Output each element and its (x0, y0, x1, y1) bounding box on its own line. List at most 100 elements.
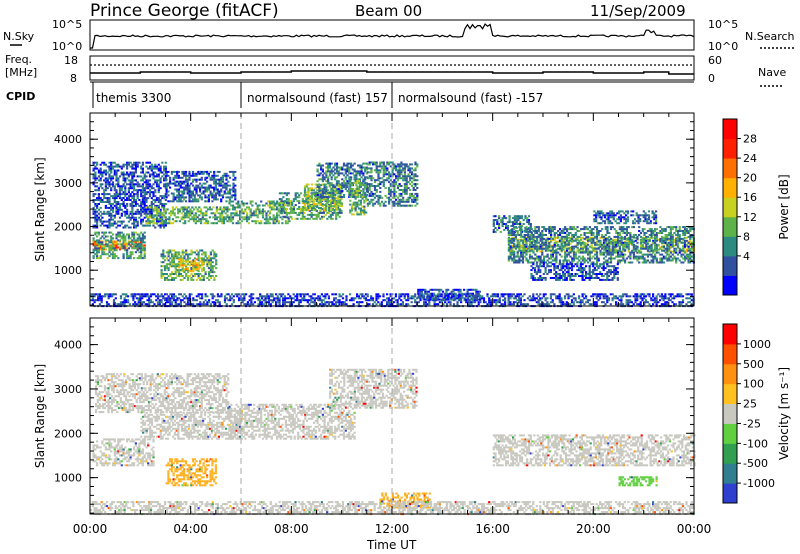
heatmap-cell (537, 245, 540, 248)
heatmap-cell (377, 200, 380, 203)
heatmap-cell (167, 194, 170, 197)
heatmap-cell (393, 185, 396, 187)
heatmap-cell (608, 245, 611, 248)
heatmap-cell (344, 182, 347, 185)
heatmap-cell (92, 226, 95, 229)
heatmap-cell (165, 182, 168, 185)
heatmap-cell (523, 243, 526, 246)
heatmap-cell (141, 247, 144, 250)
heatmap-cell (122, 233, 125, 236)
heatmap-cell (496, 221, 499, 224)
heatmap-cell (351, 189, 354, 192)
heatmap-cell (163, 185, 166, 188)
heatmap-cell (213, 174, 216, 177)
heatmap-cell (590, 257, 593, 260)
heatmap-cell (528, 242, 532, 245)
heatmap-cell (192, 251, 195, 254)
heatmap-cell (148, 206, 152, 209)
heatmap-cell (654, 230, 657, 232)
heatmap-cell (126, 165, 129, 168)
heatmap-cell (348, 172, 351, 175)
heatmap-cell (291, 202, 294, 205)
heatmap-cell (183, 182, 186, 185)
heatmap-cell (654, 234, 657, 236)
heatmap-cell (131, 214, 134, 217)
heatmap-cell (618, 236, 621, 239)
heatmap-cell (104, 201, 107, 203)
heatmap-cell (332, 186, 335, 189)
heatmap-cell (555, 249, 558, 252)
heatmap-cell (133, 240, 136, 243)
heatmap-cell (172, 196, 175, 199)
heatmap-cell (122, 235, 125, 238)
heatmap-cell (320, 178, 323, 181)
heatmap-cell (131, 181, 134, 184)
heatmap-cell (595, 251, 599, 254)
heatmap-cell (120, 214, 123, 217)
heatmap-cell (183, 172, 186, 175)
heatmap-cell (189, 212, 192, 215)
heatmap-cell (211, 196, 214, 199)
heatmap-cell (268, 222, 272, 225)
heatmap-cell (323, 172, 326, 175)
heatmap-cell (330, 192, 333, 194)
heatmap-cell (194, 206, 197, 209)
heatmap-cell (311, 205, 314, 208)
heatmap-cell (110, 204, 113, 207)
heatmap-cell (129, 171, 132, 174)
heatmap-cell (134, 239, 137, 242)
heatmap-cell (518, 240, 521, 243)
heatmap-cell (161, 161, 164, 164)
heatmap-cell (163, 208, 166, 211)
heatmap-cell (344, 170, 347, 173)
heatmap-cell (134, 201, 137, 203)
heatmap-cell (494, 230, 497, 233)
heatmap-cell (183, 277, 186, 279)
heatmap-cell (613, 228, 616, 231)
heatmap-cell (409, 171, 412, 174)
heatmap-cell (92, 255, 95, 258)
heatmap-cell (136, 210, 139, 213)
heatmap-cell (388, 173, 391, 176)
heatmap-cell (365, 195, 368, 198)
heatmap-cell (115, 177, 118, 180)
heatmap-cell (307, 203, 310, 206)
heatmap-cell (118, 187, 122, 190)
heatmap-cell (349, 182, 352, 184)
heatmap-cell (204, 259, 207, 262)
heatmap-cell (96, 199, 99, 201)
heatmap-cell (550, 228, 553, 231)
heatmap-cell (183, 180, 186, 183)
heatmap-cell (557, 251, 560, 254)
heatmap-cell (110, 244, 113, 247)
heatmap-cell (97, 193, 100, 196)
heatmap-cell (580, 238, 583, 241)
heatmap-cell (595, 250, 599, 253)
heatmap-cell (164, 203, 167, 205)
heatmap-cell (650, 230, 653, 232)
heatmap-cell (409, 204, 412, 207)
heatmap-cell (188, 174, 191, 177)
heatmap-cell (358, 213, 361, 216)
heatmap-cell (572, 247, 576, 250)
heatmap-cell (321, 180, 324, 183)
heatmap-cell (643, 236, 646, 239)
heatmap-cell (106, 177, 109, 180)
heatmap-cell (375, 169, 378, 172)
heatmap-cell (580, 246, 583, 249)
heatmap-cell (99, 201, 102, 203)
heatmap-cell (370, 179, 373, 182)
heatmap-cell (403, 179, 406, 182)
heatmap-cell (256, 216, 259, 219)
heatmap-cell (333, 201, 337, 204)
heatmap-cell (157, 179, 160, 182)
heatmap-cell (101, 216, 104, 219)
heatmap-cell (129, 216, 132, 219)
heatmap-cell (232, 190, 235, 193)
heatmap-cell (609, 250, 613, 253)
heatmap-cell (173, 212, 176, 215)
heatmap-cell (170, 210, 173, 213)
heatmap-cell (110, 224, 113, 227)
heatmap-cell (118, 248, 122, 251)
heatmap-cell (223, 186, 226, 189)
